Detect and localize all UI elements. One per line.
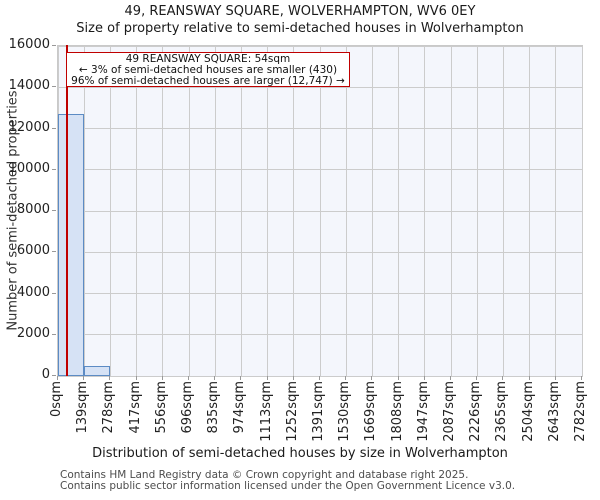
annotation-line-3: 96% of semi-detached houses are larger (… bbox=[71, 75, 345, 87]
x-tick-label: 2782sqm bbox=[573, 381, 588, 442]
x-tick-label: 2226sqm bbox=[468, 381, 484, 442]
x-tick-mark bbox=[371, 376, 373, 380]
x-tick-label: 278sqm bbox=[101, 381, 117, 434]
x-tick-mark bbox=[345, 376, 347, 380]
footer-attribution-line-1: Contains HM Land Registry data © Crown c… bbox=[60, 469, 469, 481]
vertical-gridline bbox=[214, 46, 216, 376]
vertical-gridline bbox=[476, 46, 478, 376]
vertical-gridline bbox=[555, 46, 557, 376]
y-tick-label: 0 bbox=[41, 367, 50, 382]
x-tick-label: 1113sqm bbox=[258, 381, 274, 442]
x-axis-label: Distribution of semi-detached houses by … bbox=[92, 446, 508, 461]
x-tick-mark bbox=[83, 376, 85, 380]
y-tick-label: 6000 bbox=[16, 243, 50, 259]
y-tick-label: 10000 bbox=[8, 160, 50, 176]
x-tick-label: 139sqm bbox=[75, 381, 91, 434]
vertical-gridline bbox=[345, 46, 347, 376]
x-tick-mark bbox=[502, 376, 504, 380]
vertical-gridline bbox=[450, 46, 452, 376]
x-tick-label: 2504sqm bbox=[520, 381, 536, 442]
x-tick-label: 2365sqm bbox=[494, 381, 510, 442]
x-tick-mark bbox=[292, 376, 294, 380]
vertical-gridline bbox=[293, 46, 295, 376]
horizontal-gridline bbox=[58, 375, 582, 377]
x-tick-mark bbox=[57, 376, 58, 380]
vertical-gridline bbox=[267, 46, 269, 376]
x-tick-label: 1530sqm bbox=[337, 381, 353, 442]
x-tick-mark bbox=[397, 376, 399, 380]
annotation-line-1: 49 REANSWAY SQUARE: 54sqm bbox=[125, 53, 291, 65]
histogram-bar bbox=[58, 114, 85, 376]
page-title: 49, REANSWAY SQUARE, WOLVERHAMPTON, WV6 … bbox=[124, 4, 476, 19]
x-tick-label: 1947sqm bbox=[415, 381, 431, 442]
x-tick-mark bbox=[188, 376, 189, 380]
x-tick-label: 556sqm bbox=[153, 381, 169, 434]
x-tick-mark bbox=[240, 376, 242, 380]
y-tick-mark bbox=[52, 292, 56, 294]
y-tick-label: 4000 bbox=[16, 284, 50, 300]
x-tick-mark bbox=[109, 376, 111, 380]
x-tick-mark bbox=[135, 376, 137, 380]
y-tick-mark bbox=[52, 168, 56, 170]
y-tick-mark bbox=[52, 251, 56, 253]
y-tick-mark bbox=[52, 375, 56, 376]
annotation-line-2: ← 3% of semi-detached houses are smaller… bbox=[78, 64, 338, 76]
vertical-gridline bbox=[398, 46, 400, 376]
x-tick-mark bbox=[423, 376, 425, 380]
x-tick-mark bbox=[581, 376, 582, 380]
x-tick-label: 1391sqm bbox=[311, 381, 326, 442]
x-tick-label: 1669sqm bbox=[363, 381, 379, 442]
annotation-box: 49 REANSWAY SQUARE: 54sqm ← 3% of semi-d… bbox=[66, 52, 350, 87]
x-tick-mark bbox=[554, 376, 556, 380]
vertical-gridline bbox=[83, 46, 85, 376]
x-tick-label: 0sqm bbox=[49, 381, 64, 417]
y-tick-label: 14000 bbox=[8, 78, 50, 94]
y-tick-label: 8000 bbox=[16, 202, 50, 217]
histogram-bar bbox=[84, 366, 111, 376]
vertical-gridline bbox=[529, 46, 531, 376]
x-tick-label: 835sqm bbox=[206, 381, 222, 434]
y-tick-mark bbox=[52, 45, 56, 46]
x-tick-mark bbox=[266, 376, 268, 380]
x-tick-mark bbox=[161, 376, 163, 380]
x-tick-label: 417sqm bbox=[127, 381, 143, 434]
y-tick-mark bbox=[52, 333, 56, 335]
y-tick-label: 16000 bbox=[8, 37, 50, 52]
y-tick-label: 2000 bbox=[16, 325, 50, 341]
x-tick-mark bbox=[214, 376, 216, 380]
x-tick-mark bbox=[476, 376, 478, 380]
vertical-gridline bbox=[136, 46, 138, 376]
x-tick-mark bbox=[319, 376, 320, 380]
vertical-gridline bbox=[319, 46, 321, 376]
vertical-gridline bbox=[240, 46, 242, 376]
vertical-gridline bbox=[371, 46, 373, 376]
x-tick-mark bbox=[450, 376, 451, 380]
x-tick-label: 2087sqm bbox=[442, 381, 457, 442]
vertical-gridline bbox=[502, 46, 504, 376]
vertical-gridline bbox=[162, 46, 164, 376]
vertical-gridline bbox=[188, 46, 190, 376]
vertical-gridline bbox=[109, 46, 111, 376]
y-tick-mark bbox=[52, 86, 56, 88]
property-size-marker-line bbox=[66, 45, 69, 376]
chart-subtitle: Size of property relative to semi-detach… bbox=[76, 21, 524, 36]
x-tick-label: 2643sqm bbox=[546, 381, 562, 442]
plot-area bbox=[57, 45, 583, 377]
y-tick-label: 12000 bbox=[8, 119, 50, 135]
x-tick-label: 696sqm bbox=[180, 381, 195, 434]
x-tick-mark bbox=[528, 376, 530, 380]
y-tick-mark bbox=[52, 210, 56, 211]
y-tick-mark bbox=[52, 127, 56, 129]
x-tick-label: 1808sqm bbox=[389, 381, 405, 442]
footer-attribution-line-2: Contains public sector information licen… bbox=[60, 480, 516, 492]
x-tick-label: 1252sqm bbox=[284, 381, 300, 442]
x-tick-label: 974sqm bbox=[232, 381, 248, 434]
vertical-gridline bbox=[581, 46, 583, 376]
vertical-gridline bbox=[424, 46, 426, 376]
